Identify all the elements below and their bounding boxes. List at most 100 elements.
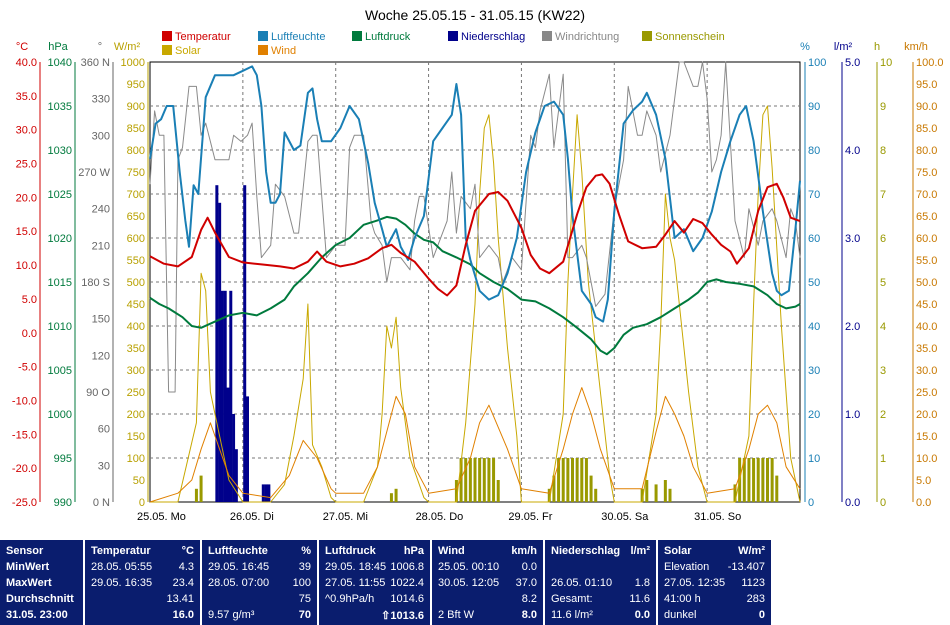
stats-row: 11.6 l/m² 0.0 [551,609,650,623]
axis-tick-label: 1005 [48,365,72,377]
axis-tick-label: 150 [92,314,110,326]
axis-tick-label: 0 [808,497,814,509]
rain-bar [234,449,238,502]
rain-bar [220,290,224,502]
axis-tick-label: 30 [98,460,110,472]
stats-label: 2 Bft W [438,609,475,621]
axis-tick-label: 0 [880,497,886,509]
legend-label: Temperatur [175,31,231,43]
stats-row: 30.05. 12:05 37.0 [438,577,537,591]
axis-tick-label: 95.0 [916,79,937,91]
stats-row: 26.05. 01:10 1.8 [551,577,650,591]
axis-tick-label: 240 [92,204,110,216]
axis-tick-label: 995 [54,453,72,465]
stats-value: 13.41 [166,593,194,605]
sunshine-bar [594,488,598,502]
stats-row: dunkel 0 [664,609,765,623]
stats-label: 25.05. 00:10 [438,561,500,573]
stats-row: 29.05. 16:45 39 [208,561,311,575]
stats-label: Durchschnitt [6,593,74,605]
sunshine-bar [459,458,463,502]
axis-tick-label: 80 [808,145,820,157]
sunshine-bar [473,458,477,502]
stats-row: 31.05. 23:00 [6,609,77,623]
stats-value: 70 [298,609,311,621]
axis-tick-label: 5 [880,277,886,289]
rain-bar [232,414,236,502]
sunshine-bar [575,458,579,502]
axis-tick-label: 2 [880,409,886,421]
stats-value: 39 [298,561,311,573]
stats-value: hPa [403,545,424,557]
sunshine-bar [645,480,649,502]
axis-tick-label: 120 [92,350,110,362]
sunshine-bar [761,458,765,502]
rain-bar [218,202,222,503]
stats-row: 27.05. 12:35 1123 [664,577,765,591]
axis-tick-label: -15.0 [12,429,37,441]
sunshine-bar [482,458,486,502]
axis-tick-label: -20.0 [12,463,37,475]
axis-tick-label: 600 [127,233,145,245]
axis-tick-label: 90.0 [916,101,937,113]
stats-value: 4.3 [178,561,194,573]
axis-unit: °C [16,41,28,53]
legend-swatch [162,45,172,55]
stats-label: Niederschlag [551,545,621,557]
axis-tick-label: 1010 [48,321,72,333]
axis-tick-label: 9 [880,101,886,113]
axis-tick-label: 0 N [93,497,110,509]
axis-tick-label: 75.0 [916,167,937,179]
stats-row: Luftdruck hPa [325,545,424,559]
stats-label: 11.6 l/m² [551,609,593,621]
axis-unit: h [874,41,880,53]
axis-tick-label: 35.0 [16,91,37,103]
axis-tick-label: 4 [880,321,886,333]
stats-label: 29.05. 16:45 [208,561,270,573]
axis-tick-label: 45.0 [916,299,937,311]
stats-value: 0.0 [521,561,537,573]
sunshine-bar [589,475,593,502]
legend-label: Windrichtung [555,31,619,43]
legend-swatch [352,31,362,41]
stats-row: ⇧1013.6 [325,609,424,623]
stats-value: 100 [292,577,311,589]
stats-row: 25.05. 00:10 0.0 [438,561,537,575]
stats-value: ⇧1013.6 [381,610,424,622]
axis-tick-label: 1000 [121,57,145,69]
axis-tick-label: 180 S [81,277,110,289]
axis-tick-label: 40 [808,321,820,333]
sunshine-bar [747,458,751,502]
sunshine-bar [580,458,584,502]
axis-tick-label: 20.0 [916,409,937,421]
axis-tick-label: -10.0 [12,395,37,407]
stats-label: 31.05. 23:00 [6,609,68,621]
stats-row: 2 Bft W 8.0 [438,609,537,623]
stats-row: Elevation -13.407 [664,561,765,575]
axis-tick-label: 150 [127,431,145,443]
sunshine-bar [566,458,570,502]
axis-unit: W/m² [114,41,141,53]
weather-chart: Woche 25.05.15 - 31.05.15 (KW22) Tempera… [12,7,944,523]
axis-tick-label: 60 [808,233,820,245]
sunshine-bar [571,458,574,502]
legend-label: Solar [175,45,201,57]
axis-tick-label: -25.0 [12,497,37,509]
stats-label: ^0.9hPa/h [325,593,375,605]
axis-tick-label: 700 [127,189,145,201]
chart-title: Woche 25.05.15 - 31.05.15 (KW22) [365,7,585,23]
axis-tick-label: 1025 [48,189,72,201]
solar-series [150,105,801,503]
rain-bar [264,484,268,502]
axis-tick-label: 100.0 [916,57,944,69]
sunshine-bar [770,458,774,502]
stats-label: 27.05. 12:35 [664,577,726,589]
sunshine-bar [733,484,737,502]
lines [149,61,801,503]
stats-value: W/m² [738,545,765,557]
legend-swatch [448,31,458,41]
stats-value: 283 [746,593,765,605]
sunshine-bar [464,458,468,502]
axis-tick-label: 15.0 [16,226,37,238]
sunshine-bar [654,484,658,502]
